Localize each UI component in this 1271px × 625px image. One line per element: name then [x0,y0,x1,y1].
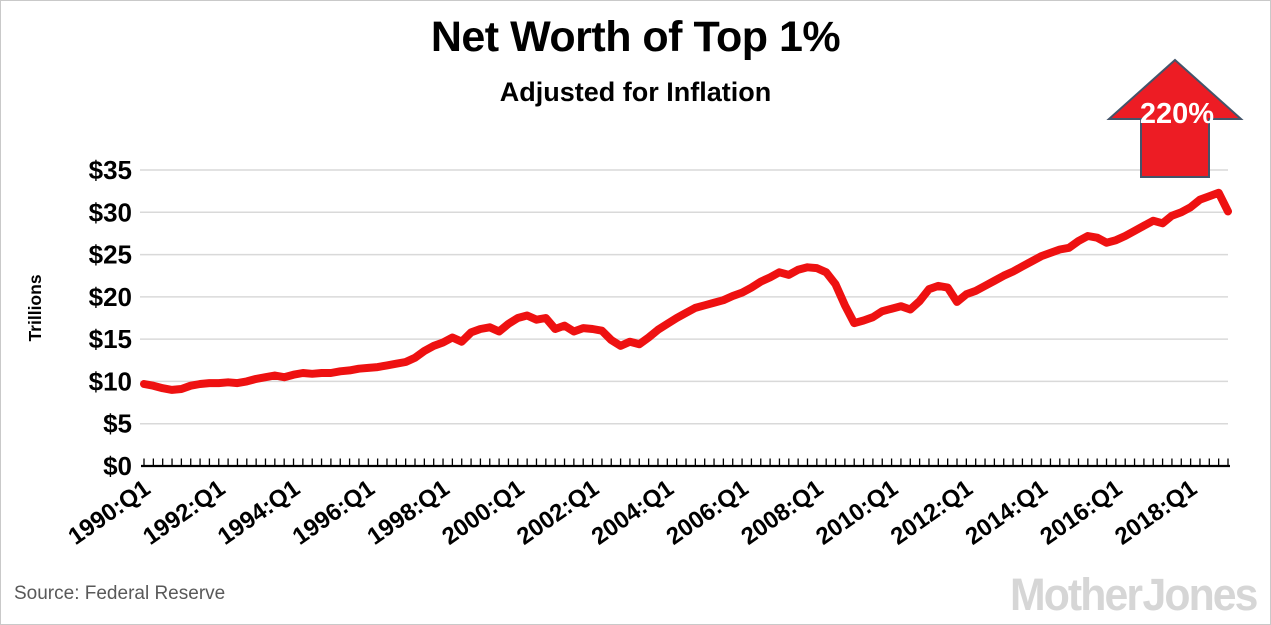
svg-text:2002:Q1: 2002:Q1 [512,475,604,551]
svg-text:$5: $5 [103,409,132,439]
page-title: Net Worth of Top 1% [430,13,841,61]
source-note: Source: Federal Reserve [14,583,226,604]
svg-text:$15: $15 [89,324,132,354]
svg-text:1994:Q1: 1994:Q1 [213,475,305,551]
svg-text:$35: $35 [89,155,132,185]
mother-jones-logo: Mother Jones [1010,569,1258,620]
svg-text:1992:Q1: 1992:Q1 [138,475,230,551]
y-axis-labels: $0 $5 $10 $15 $20 $25 $30 $35 [89,155,132,481]
gridlines [140,169,1228,425]
y-axis-title: Trillions [25,274,45,341]
svg-text:$10: $10 [89,366,132,396]
svg-text:1990:Q1: 1990:Q1 [63,475,155,551]
svg-text:2018:Q1: 2018:Q1 [1110,475,1202,551]
x-axis [141,458,1230,468]
svg-text:2006:Q1: 2006:Q1 [662,475,754,551]
svg-text:2004:Q1: 2004:Q1 [587,475,679,551]
x-axis-labels: 1990:Q11992:Q11994:Q11996:Q11998:Q12000:… [63,475,1202,551]
arrow-label: 220% [1140,98,1214,130]
svg-text:1996:Q1: 1996:Q1 [288,475,380,551]
svg-text:$25: $25 [89,240,132,270]
increase-annotation: 220% [1106,58,1244,178]
svg-text:2012:Q1: 2012:Q1 [886,475,978,551]
svg-text:2000:Q1: 2000:Q1 [437,475,529,551]
svg-text:$20: $20 [89,282,132,312]
svg-text:2010:Q1: 2010:Q1 [811,475,903,551]
series-line [140,188,1232,394]
svg-text:2016:Q1: 2016:Q1 [1035,475,1127,551]
up-arrow-icon [1106,58,1244,178]
page-subtitle: Adjusted for Inflation [499,77,772,107]
svg-text:2014:Q1: 2014:Q1 [961,475,1053,551]
svg-text:$30: $30 [89,197,132,227]
svg-text:2008:Q1: 2008:Q1 [736,475,828,551]
svg-text:1998:Q1: 1998:Q1 [362,475,454,551]
svg-text:$0: $0 [103,451,132,481]
